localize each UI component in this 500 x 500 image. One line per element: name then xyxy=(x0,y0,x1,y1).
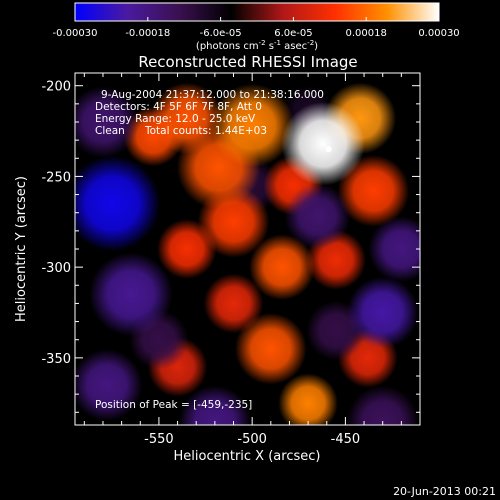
colorbar-tick-label: 6.0e-05 xyxy=(274,28,312,39)
colorbar-gradient xyxy=(74,2,440,22)
heatmap-blob xyxy=(75,349,143,421)
colorbar-tick-label: -6.0e-05 xyxy=(200,28,242,39)
annotation-block: 9-Aug-2004 21:37:12.000 to 21:38:16.000 … xyxy=(95,89,324,411)
heatmap-blob xyxy=(281,101,365,186)
y-tick-label: -300 xyxy=(41,261,71,276)
heatmap-blob xyxy=(179,385,251,425)
heatmap-blob xyxy=(75,155,161,252)
heatmap-blob xyxy=(346,385,419,425)
energy-range-text: Energy Range: 12.0 - 25.0 keV xyxy=(95,113,256,125)
axis-ticks: -550 -500 -450 -200 -250 -300 -350 xyxy=(41,73,421,447)
heatmap-blob xyxy=(284,183,351,250)
heatmap-image xyxy=(75,73,420,425)
heatmap-blob xyxy=(368,216,420,282)
x-tick-label: -500 xyxy=(237,432,267,447)
heatmap-blob xyxy=(203,273,264,334)
heatmap-blob xyxy=(89,252,173,337)
colorbar-tick-label: 0.00030 xyxy=(418,28,459,39)
x-axis-label: Heliocentric X (arcsec) xyxy=(174,449,321,464)
heatmap-blob xyxy=(235,312,307,385)
chart-title: Reconstructed RHESSI Image xyxy=(138,53,357,71)
colorbar-ticks: -0.00030 -0.00018 -6.0e-05 6.0e-05 0.00018 0.… xyxy=(53,17,460,39)
heatmap-blob xyxy=(249,234,315,300)
detectors-text: Detectors: 4F 5F 6F 7F 8F, Att 0 xyxy=(95,101,262,113)
peak-marker xyxy=(325,146,332,153)
time-range-text: 9-Aug-2004 21:37:12.000 to 21:38:16.000 xyxy=(101,89,324,101)
footer-timestamp: 20-Jun-2013 00:21 xyxy=(393,485,496,498)
total-counts-text: Total counts: 1.44E+03 xyxy=(144,125,267,137)
clean-label: Clean xyxy=(95,125,125,137)
heatmap-blob xyxy=(210,83,294,168)
y-tick-label: -250 xyxy=(41,170,71,185)
y-axis-label: Heliocentric Y (arcsec) xyxy=(14,176,29,322)
x-tick-label: -450 xyxy=(331,432,361,447)
peak-position-text: Position of Peak = [-459,-235] xyxy=(95,399,252,411)
y-tick-label: -350 xyxy=(41,352,71,367)
heatmap-blob xyxy=(75,86,139,158)
colorbar-tick-label: -0.00030 xyxy=(53,28,98,39)
colorbar: -0.00030 -0.00018 -6.0e-05 6.0e-05 0.00018 0.… xyxy=(53,2,460,52)
colorbar-tick-label: -0.00018 xyxy=(125,28,170,39)
colorbar-tick-label: 0.00018 xyxy=(346,28,387,39)
colorbar-unit-label: (photons cm-2 s-1 asec-2) xyxy=(196,39,318,52)
y-tick-label: -200 xyxy=(41,80,71,95)
heatmap-blob xyxy=(278,373,338,425)
heatmap-blob xyxy=(346,276,419,349)
x-tick-label: -550 xyxy=(144,432,174,447)
heatmap-blob xyxy=(337,155,410,227)
